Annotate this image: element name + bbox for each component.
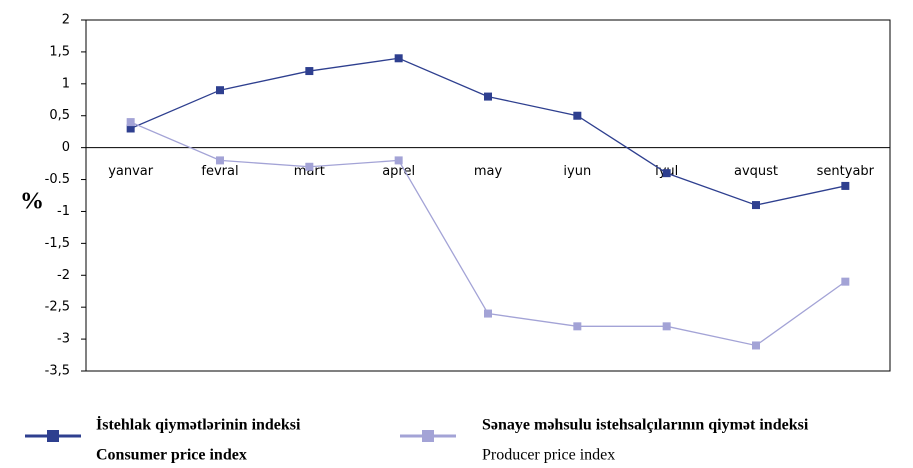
point-marker [841,181,850,190]
x-tick-label: aprel [382,164,415,179]
y-tick-label: -3 [57,332,70,347]
y-tick-label: -1,5 [45,236,70,251]
point-marker [841,277,850,286]
y-tick-label: 0,5 [49,108,70,123]
point-marker [305,162,314,171]
plot-frame [85,19,891,372]
y-tick-label: 1 [62,76,70,91]
y-tick-label: -1 [57,204,70,219]
x-tick-label: fevral [201,164,238,179]
y-tick-label: -3,5 [45,364,70,379]
x-tick-label: mart [294,164,325,179]
point-marker [394,54,403,63]
y-axis-label: % [20,189,44,215]
point-marker [752,201,760,210]
legend-label-en: Producer price index [482,447,615,464]
point-marker [216,156,224,165]
x-tick-label: iyun [563,164,591,179]
point-marker [216,86,224,95]
series-line [130,57,846,206]
point-marker [394,156,403,165]
x-tick-label: yanvar [108,164,154,179]
y-tick-label: 0 [62,140,70,155]
legend-label: Sənaye məhsulu istehsalçılarının qiymət … [482,417,809,434]
y-tick-label: 1,5 [49,44,70,59]
point-marker [126,118,135,127]
y-tick-label: -0.5 [45,172,70,187]
x-tick-label: avqust [734,164,778,179]
point-marker [573,111,582,120]
point-marker [573,322,582,331]
legend-marker [422,430,434,442]
point-marker [484,309,492,318]
point-marker [126,124,135,133]
point-marker [662,169,671,178]
y-tick-label: -2,5 [45,300,70,315]
legend-marker [47,430,59,442]
x-tick-label: sentyabr [817,164,875,179]
y-tick-label: -2 [57,268,70,283]
y-tick-label: 2 [62,13,70,28]
point-marker [752,341,760,350]
point-marker [484,92,492,101]
x-tick-label: may [474,164,503,179]
point-marker [662,322,671,331]
point-marker [305,67,314,76]
legend-label-en: Consumer price index [96,447,247,464]
legend-label: İstehlak qiymətlərinin indeksi [96,415,301,434]
